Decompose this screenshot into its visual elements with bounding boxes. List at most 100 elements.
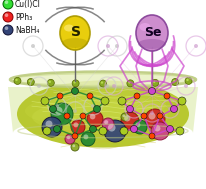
Circle shape	[132, 120, 146, 134]
Circle shape	[83, 134, 88, 139]
Circle shape	[105, 44, 109, 48]
Circle shape	[27, 78, 34, 85]
Circle shape	[43, 127, 51, 135]
Circle shape	[148, 133, 154, 139]
Circle shape	[65, 134, 75, 144]
Circle shape	[14, 77, 21, 84]
Ellipse shape	[64, 25, 74, 32]
Circle shape	[119, 127, 127, 135]
Circle shape	[101, 97, 109, 105]
Ellipse shape	[17, 80, 188, 148]
Circle shape	[3, 12, 13, 22]
Circle shape	[31, 44, 35, 48]
Text: NaBH₄: NaBH₄	[15, 26, 39, 35]
Circle shape	[57, 93, 63, 99]
Circle shape	[64, 113, 70, 119]
Circle shape	[128, 81, 130, 84]
Circle shape	[73, 81, 75, 84]
Circle shape	[51, 103, 73, 125]
Circle shape	[170, 105, 177, 112]
Circle shape	[53, 125, 60, 132]
Circle shape	[3, 0, 13, 9]
Circle shape	[144, 109, 164, 129]
Circle shape	[81, 132, 95, 146]
Circle shape	[175, 127, 183, 135]
Circle shape	[107, 124, 115, 132]
Circle shape	[87, 93, 92, 99]
Circle shape	[177, 97, 185, 105]
Text: Se: Se	[144, 26, 161, 39]
Ellipse shape	[139, 23, 150, 31]
Circle shape	[152, 81, 155, 83]
Circle shape	[28, 80, 31, 82]
Circle shape	[91, 104, 95, 108]
Circle shape	[49, 105, 56, 112]
Circle shape	[100, 81, 103, 84]
Circle shape	[122, 114, 125, 117]
Circle shape	[71, 143, 79, 151]
Circle shape	[121, 112, 138, 130]
Circle shape	[15, 79, 18, 81]
Circle shape	[104, 120, 108, 124]
Circle shape	[73, 122, 78, 127]
Circle shape	[37, 84, 41, 88]
Ellipse shape	[39, 106, 166, 140]
Circle shape	[133, 93, 139, 99]
Circle shape	[87, 111, 103, 127]
Circle shape	[5, 0, 8, 4]
Ellipse shape	[46, 87, 165, 121]
Circle shape	[102, 118, 114, 130]
Circle shape	[185, 79, 188, 81]
Ellipse shape	[137, 39, 165, 49]
Circle shape	[72, 144, 75, 147]
Circle shape	[104, 84, 109, 88]
Circle shape	[126, 80, 133, 87]
Circle shape	[103, 120, 125, 142]
Circle shape	[148, 112, 155, 119]
Circle shape	[184, 77, 191, 84]
Circle shape	[72, 133, 78, 139]
Circle shape	[121, 113, 128, 121]
Circle shape	[140, 113, 146, 119]
Circle shape	[3, 25, 13, 35]
Circle shape	[126, 105, 133, 112]
Text: S: S	[71, 25, 81, 39]
Circle shape	[135, 122, 140, 127]
Circle shape	[5, 13, 8, 17]
Circle shape	[153, 125, 160, 132]
Circle shape	[66, 136, 70, 139]
Circle shape	[115, 44, 118, 48]
Circle shape	[73, 109, 77, 113]
Ellipse shape	[135, 15, 167, 51]
Circle shape	[80, 113, 85, 119]
Circle shape	[93, 105, 100, 112]
Circle shape	[5, 26, 8, 30]
Circle shape	[89, 125, 96, 132]
Circle shape	[89, 114, 95, 119]
Polygon shape	[8, 87, 197, 133]
Circle shape	[124, 115, 130, 122]
Circle shape	[172, 80, 174, 82]
Circle shape	[111, 84, 115, 88]
Circle shape	[130, 125, 137, 132]
Circle shape	[151, 79, 158, 86]
Circle shape	[45, 121, 52, 128]
Circle shape	[167, 107, 171, 111]
Circle shape	[47, 79, 54, 86]
Circle shape	[148, 88, 155, 94]
Ellipse shape	[10, 72, 195, 88]
Circle shape	[98, 127, 107, 135]
Text: PPh₃: PPh₃	[15, 12, 32, 22]
Circle shape	[149, 111, 153, 115]
Text: Cu(I)Cl: Cu(I)Cl	[15, 0, 41, 9]
Circle shape	[55, 104, 59, 108]
Circle shape	[72, 80, 79, 87]
Circle shape	[131, 107, 135, 111]
Circle shape	[156, 113, 162, 119]
Circle shape	[99, 80, 106, 87]
Ellipse shape	[60, 16, 90, 50]
Circle shape	[150, 122, 168, 140]
Circle shape	[166, 125, 173, 132]
Circle shape	[71, 120, 85, 134]
Circle shape	[163, 93, 169, 99]
